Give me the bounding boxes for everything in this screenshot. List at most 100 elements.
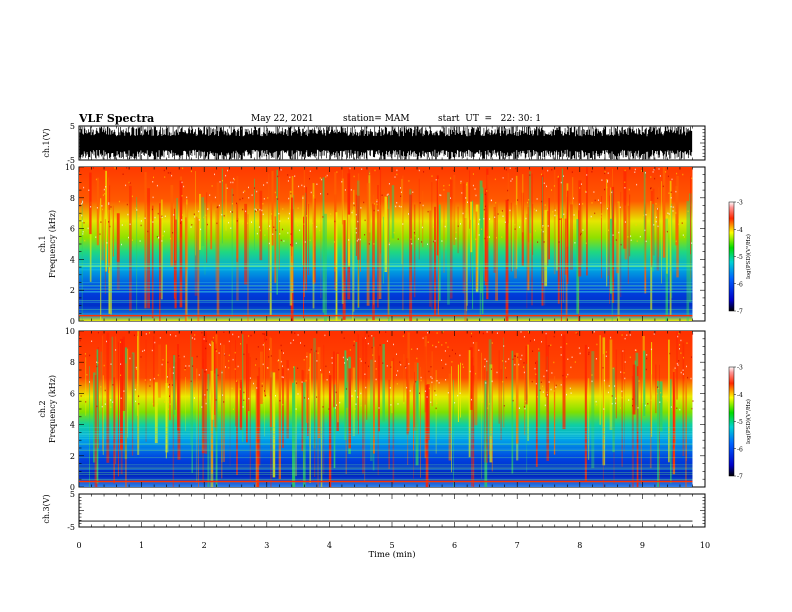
spectrogram-speckle	[574, 242, 576, 244]
spectrogram-streak	[271, 170, 274, 246]
spectrogram-speckle	[677, 335, 679, 338]
spectrogram-speckle	[324, 334, 326, 337]
spectrogram-streak	[561, 168, 564, 219]
spectrogram-streak	[658, 187, 660, 257]
spectrogram-streak	[302, 382, 306, 487]
spectrogram-streak	[500, 369, 502, 441]
spectrogram-speckle	[133, 334, 135, 337]
spectrogram-speckle	[542, 385, 544, 388]
spectrogram-speckle	[355, 213, 357, 216]
spectrogram-speckle	[374, 360, 376, 362]
spectrogram-speckle	[629, 334, 631, 336]
spectrogram-speckle	[88, 189, 90, 191]
y-tick-label: -5	[67, 156, 75, 165]
colorbar-tick-label: -6	[737, 446, 743, 453]
spectrogram-speckle	[653, 224, 655, 226]
spectrogram-speckle	[212, 340, 214, 343]
spectrogram-streak	[179, 180, 183, 308]
spectrogram-speckle	[170, 237, 172, 240]
spectrogram-speckle	[265, 394, 267, 397]
spectrogram-streak	[173, 208, 175, 299]
spectrogram-streak	[345, 357, 348, 408]
spectrogram-streak	[129, 185, 132, 311]
spectrogram-speckle	[95, 178, 97, 181]
spectrogram-speckle	[611, 402, 613, 405]
spectrogram-speckle	[82, 200, 84, 203]
spectrogram-speckle	[400, 191, 402, 193]
spectrogram-speckle	[548, 345, 550, 347]
spectrogram-streak	[229, 331, 231, 467]
spectrogram-speckle	[650, 176, 652, 178]
spectrogram-speckle	[114, 167, 116, 169]
spectrogram-speckle	[453, 169, 455, 172]
spectrogram-speckle	[108, 221, 110, 223]
spectrogram-speckle	[454, 402, 456, 404]
spectrogram-streak	[313, 338, 316, 449]
spectrogram-speckle	[505, 169, 507, 171]
spectrogram-speckle	[389, 387, 391, 389]
spectrogram-speckle	[353, 204, 355, 207]
spectrogram-streak	[413, 383, 415, 451]
spectrogram-streak	[111, 336, 114, 436]
spectrogram-speckle	[634, 349, 636, 351]
spectrogram-speckle	[278, 359, 280, 361]
spectrogram-speckle	[400, 206, 402, 208]
spectrogram-speckle	[154, 216, 156, 219]
spectrogram-speckle	[624, 361, 626, 363]
spectrogram-streak	[196, 368, 198, 483]
spectrogram-speckle	[588, 347, 590, 349]
spectrogram-speckle	[273, 226, 275, 228]
spectrogram-speckle	[508, 358, 510, 360]
spectrogram-speckle	[266, 367, 268, 369]
spectrogram-speckle	[472, 173, 474, 175]
spectrogram-speckle	[676, 362, 678, 365]
spectrogram-speckle	[563, 213, 565, 216]
spectrogram-speckle	[671, 178, 673, 181]
spectrogram-speckle	[460, 182, 462, 184]
spectrogram-speckle	[553, 390, 555, 392]
spectrogram-speckle	[334, 407, 336, 409]
spectrogram-speckle	[138, 215, 140, 217]
spectrogram-streak	[675, 186, 678, 246]
spectrogram-streak	[453, 175, 456, 245]
spectrogram-speckle	[181, 195, 183, 197]
spectrogram-streak	[260, 351, 263, 404]
colorbar-tick-label: -4	[737, 227, 743, 234]
spectrogram-speckle	[343, 337, 345, 339]
spectrogram-speckle	[690, 377, 692, 380]
spectrogram-speckle	[451, 361, 453, 363]
spectrogram-speckle	[256, 190, 258, 193]
spectrogram-speckle	[502, 177, 504, 179]
spectrogram-speckle	[582, 203, 584, 205]
spectrogram-speckle	[243, 399, 245, 401]
spectrogram-streak	[435, 370, 437, 454]
spectrogram-speckle	[283, 352, 284, 354]
spectrogram-speckle	[600, 202, 602, 204]
spectrogram-speckle	[140, 220, 142, 222]
spectrogram-speckle	[373, 203, 375, 205]
spectrogram-speckle	[500, 211, 502, 214]
spectrogram-speckle	[416, 348, 418, 350]
spectrogram-speckle	[105, 186, 107, 188]
spectrogram-speckle	[295, 217, 297, 220]
spectrogram-streak	[649, 374, 652, 469]
spectrogram-speckle	[604, 406, 605, 409]
spectrogram-speckle	[316, 226, 318, 228]
spectrogram-speckle	[542, 230, 544, 233]
spectrogram-speckle	[156, 184, 158, 187]
spectrogram-speckle	[161, 363, 163, 366]
spectrogram-speckle	[110, 363, 112, 365]
spectrogram-speckle	[634, 171, 636, 173]
spectrogram-speckle	[257, 346, 259, 348]
spectrogram-streak	[259, 190, 263, 261]
spectrogram-speckle	[190, 226, 192, 228]
spectrogram-speckle	[198, 374, 200, 376]
spectrogram-speckle	[608, 229, 609, 232]
spectrogram-speckle	[628, 188, 630, 191]
spectrogram-speckle	[600, 216, 602, 218]
spectrogram-speckle	[417, 238, 419, 240]
spectrogram-streak	[469, 170, 471, 229]
spectrogram-speckle	[321, 178, 323, 181]
spectrogram-speckle	[571, 171, 573, 173]
